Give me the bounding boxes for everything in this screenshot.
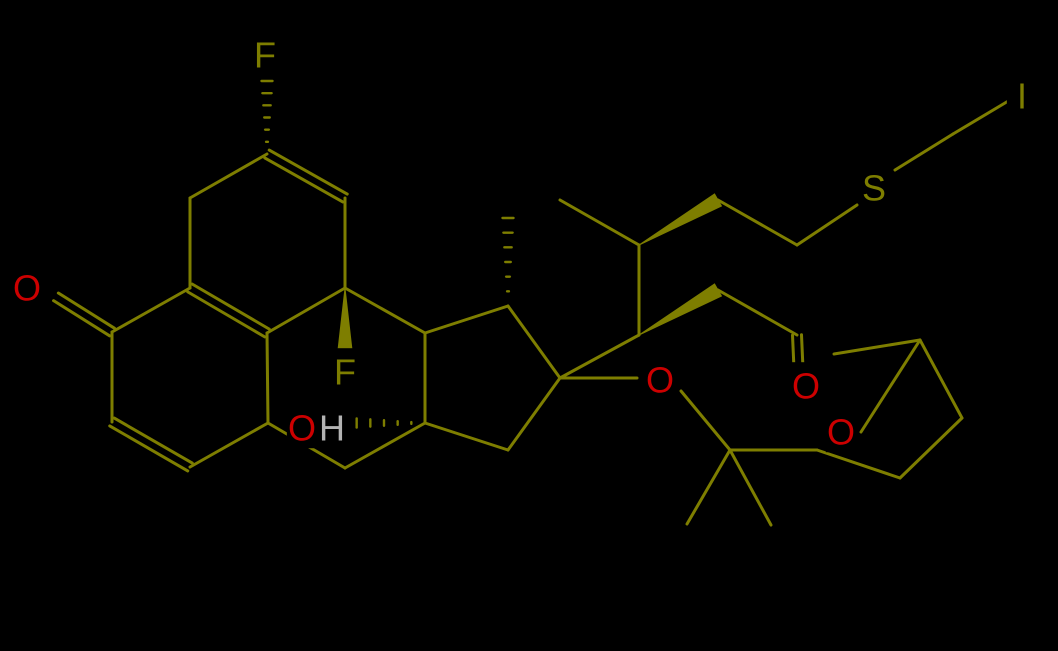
atom-O_hydroxyl_O: O <box>288 408 316 449</box>
atom-F_top: F <box>254 35 276 76</box>
molecule-diagram: OFFOHOOOSI <box>0 0 1058 651</box>
atom-O_ester1: O <box>792 366 820 407</box>
atom-S_thio: S <box>862 168 886 209</box>
atom-O_ketone: O <box>13 268 41 309</box>
atom-O_ring1: O <box>646 360 674 401</box>
atom-I_iodo: I <box>1017 76 1027 117</box>
atom-O_ester2: O <box>827 412 855 453</box>
canvas-bg <box>0 0 1058 651</box>
atom-F_mid: F <box>334 352 356 393</box>
atom-O_hydroxyl_H: H <box>319 408 345 449</box>
